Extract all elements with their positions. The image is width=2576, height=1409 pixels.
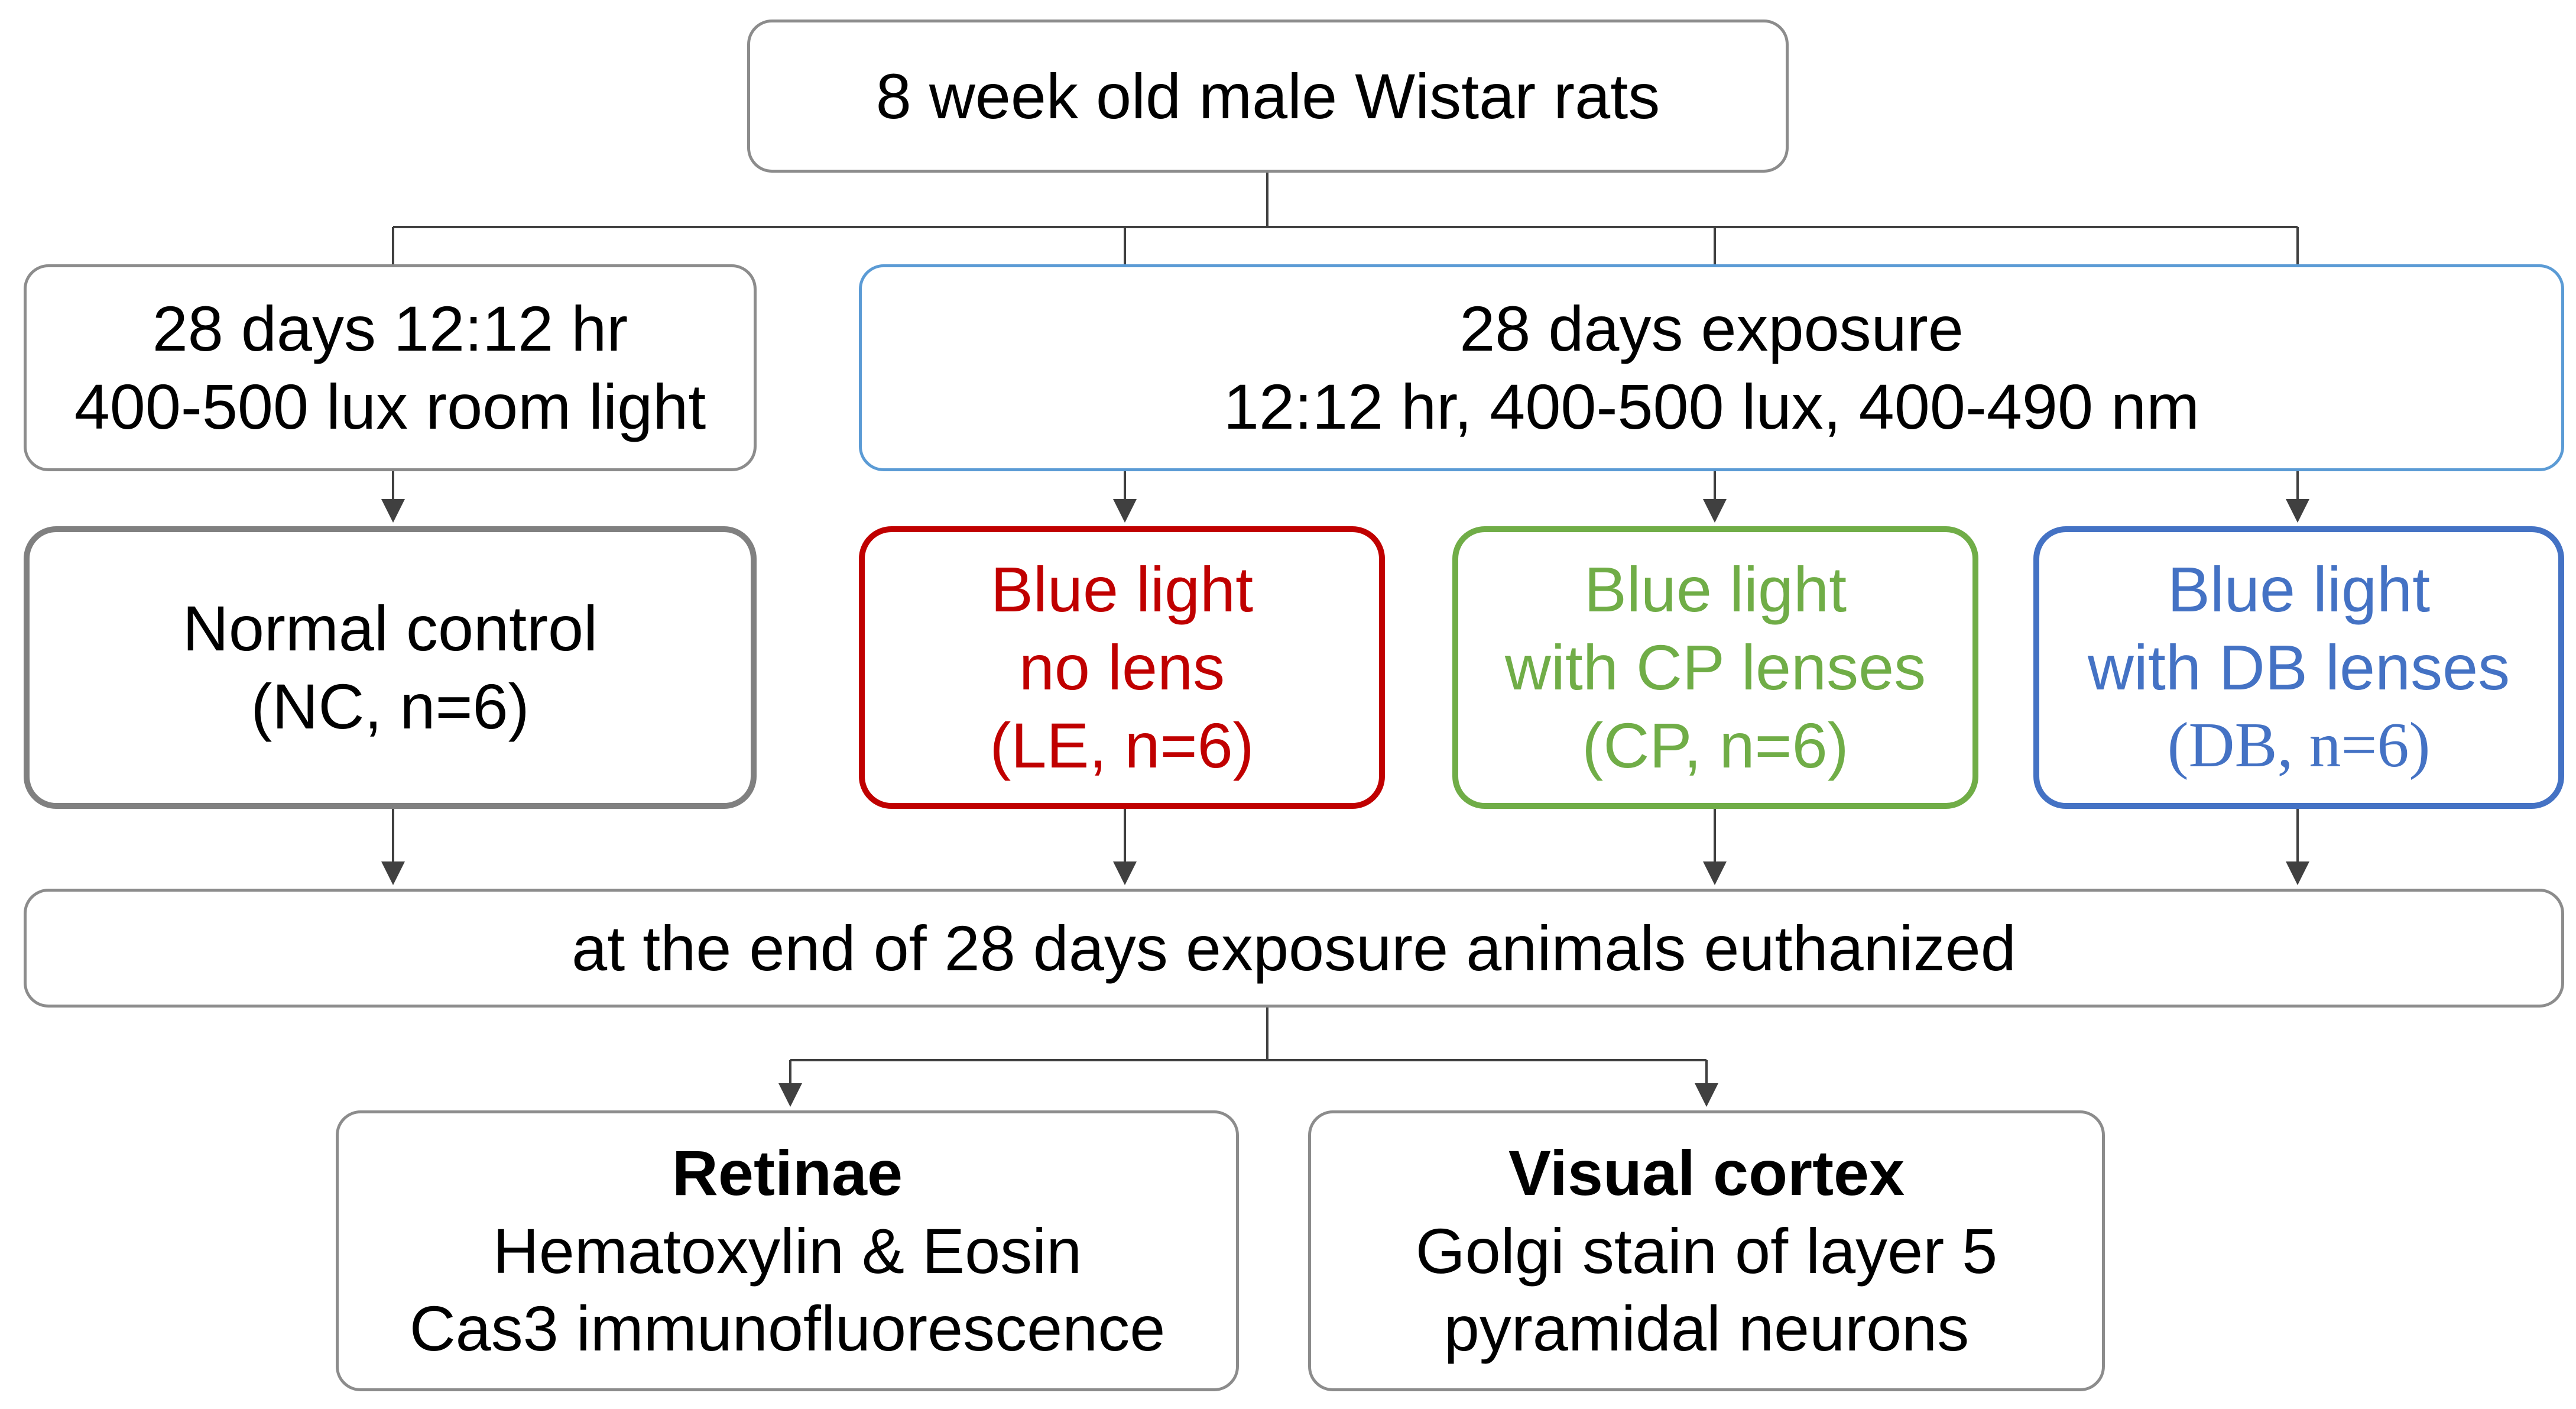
exposure-condition-box: 28 days exposure 12:12 hr, 400-500 lux, … [859,264,2564,471]
analysis-visual-cortex-line1: Golgi stain of layer 5 [1415,1214,1998,1287]
analysis-retinae-line1: Hematoxylin & Eosin [492,1214,1082,1287]
group-le-line1: Blue light [990,553,1254,626]
group-db-box: Blue light with DB lenses (DB, n=6) [2033,526,2564,809]
group-nc-line1: Normal control [182,592,598,665]
group-db-line2: with DB lenses [2087,631,2510,704]
endpoint-label: at the end of 28 days exposure animals e… [572,912,2016,984]
group-cp-line3: (CP, n=6) [1582,709,1849,781]
control-condition-line2: 400-500 lux room light [74,371,706,442]
group-le-box: Blue light no lens (LE, n=6) [859,526,1385,809]
analysis-retinae-title: Retinae [671,1136,903,1209]
group-cp-line2: with CP lenses [1504,631,1926,704]
group-db-line1: Blue light [2167,553,2431,626]
exposure-condition-line1: 28 days exposure [1459,293,1964,365]
analysis-visual-cortex-box: Visual cortex Golgi stain of layer 5 pyr… [1308,1110,2105,1391]
analysis-retinae-box: Retinae Hematoxylin & Eosin Cas3 immunof… [336,1110,1239,1391]
exposure-condition-line2: 12:12 hr, 400-500 lux, 400-490 nm [1223,371,2200,442]
group-nc-line2: (NC, n=6) [251,671,530,742]
root-box: 8 week old male Wistar rats [747,20,1789,173]
analysis-visual-cortex-line2: pyramidal neurons [1443,1293,1970,1365]
group-le-line3: (LE, n=6) [989,709,1254,781]
endpoint-box: at the end of 28 days exposure animals e… [24,889,2564,1008]
control-condition-box: 28 days 12:12 hr 400-500 lux room light [24,264,757,471]
analysis-visual-cortex-title: Visual cortex [1508,1136,1905,1209]
group-cp-box: Blue light with CP lenses (CP, n=6) [1452,526,1978,809]
group-cp-line1: Blue light [1584,553,1847,626]
group-nc-box: Normal control (NC, n=6) [24,526,757,809]
control-condition-line1: 28 days 12:12 hr [152,293,628,365]
group-le-line2: no lens [1018,631,1225,704]
root-label: 8 week old male Wistar rats [875,60,1660,132]
analysis-retinae-line2: Cas3 immunofluorescence [409,1293,1166,1365]
group-db-line3: (DB, n=6) [2167,710,2431,780]
